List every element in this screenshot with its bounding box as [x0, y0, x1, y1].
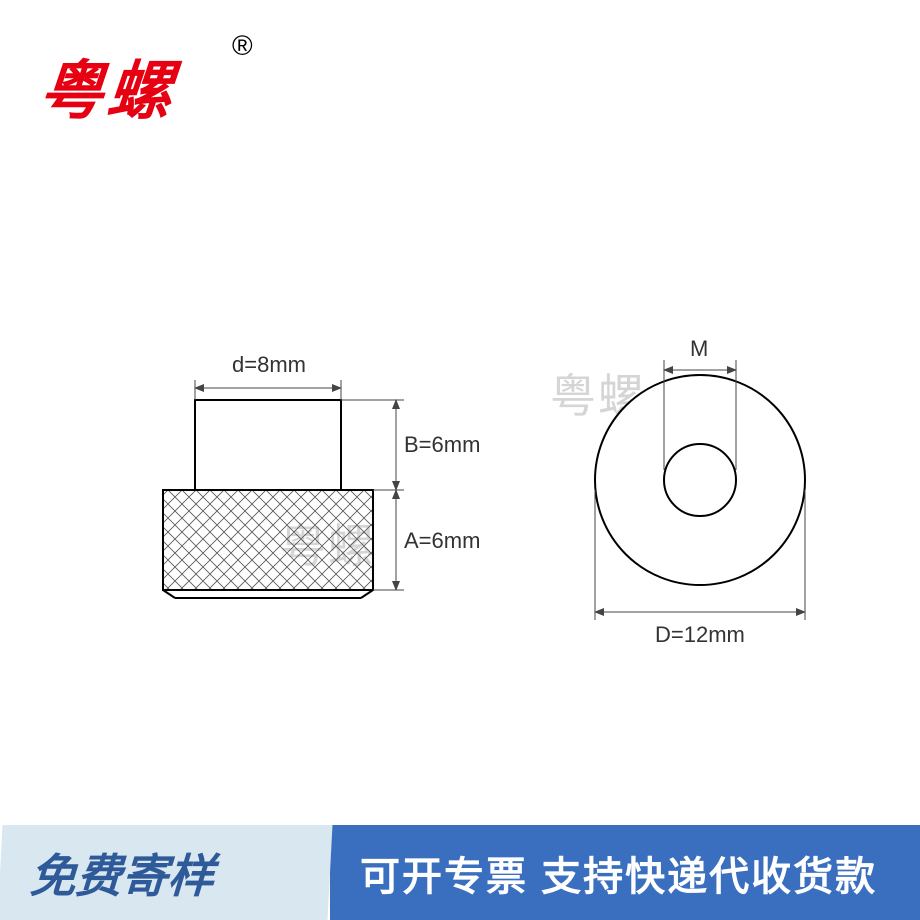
top-view [595, 360, 805, 620]
bottom-right-panel: 可开专票 支持快递代收货款 [330, 825, 920, 920]
dim-D-label: D=12mm [655, 622, 745, 648]
free-sample-text: 免费寄样 [28, 840, 215, 906]
service-text: 可开专票 支持快递代收货款 [360, 844, 877, 902]
dim-A-label: A=6mm [404, 528, 480, 554]
dim-M-label: M [690, 336, 708, 362]
technical-diagram [0, 0, 920, 920]
dim-d-label: d=8mm [232, 352, 306, 378]
dim-B-label: B=6mm [404, 432, 480, 458]
side-view [163, 380, 404, 598]
bottom-left-panel: 免费寄样 [0, 825, 332, 920]
bottom-bar: 免费寄样 可开专票 支持快递代收货款 [0, 825, 920, 920]
